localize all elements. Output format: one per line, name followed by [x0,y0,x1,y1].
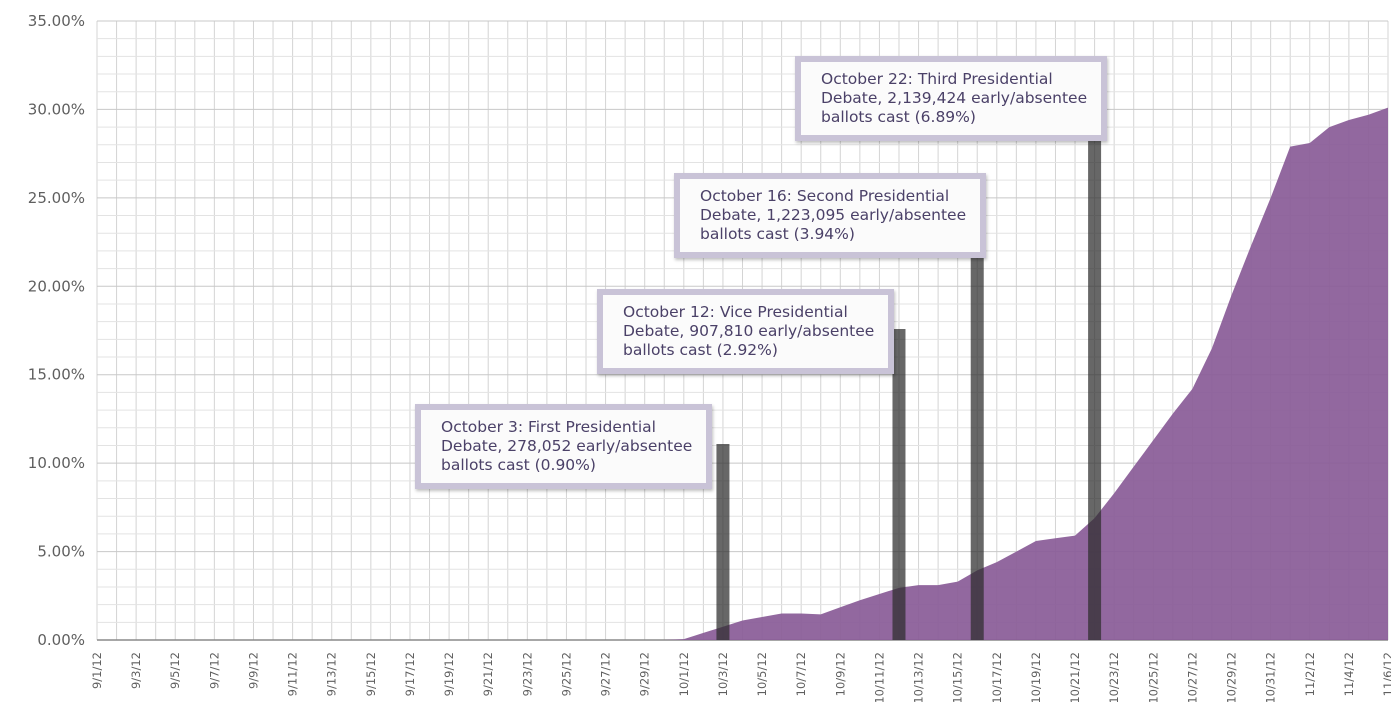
callout-line: ballots cast (2.92%) [623,341,778,359]
x-tick-label: 10/7/12 [794,652,808,696]
callout-line: ballots cast (6.89%) [821,108,976,126]
x-tick-label: 10/9/12 [833,652,847,696]
x-tick-label: 10/25/12 [1146,652,1160,702]
y-tick-label: 10.00% [28,454,85,472]
debate-markers [716,96,1102,640]
y-tick-label: 15.00% [28,366,85,384]
callout-line: October 12: Vice Presidential [623,303,848,321]
x-tick-label: 10/27/12 [1185,652,1199,702]
x-tick-label: 10/1/12 [677,652,691,696]
x-tick-label: 10/21/12 [1068,652,1082,702]
debate-marker-bar [970,213,984,640]
callout-line: October 16: Second Presidential [700,187,950,205]
series-area [97,107,1388,640]
x-tick-label: 11/2/12 [1303,652,1317,696]
x-tick-label: 9/19/12 [442,652,456,696]
y-tick-label: 25.00% [28,189,85,207]
callout-line: October 3: First Presidential [441,418,656,436]
x-tick-label: 10/5/12 [755,652,769,696]
callout-line: ballots cast (3.94%) [700,225,855,243]
callout-line: Debate, 2,139,424 early/absentee [821,89,1088,107]
x-tick-label: 9/7/12 [207,652,221,689]
x-tick-label: 9/1/12 [90,652,104,689]
x-tick-label: 11/6/12 [1381,652,1391,696]
x-tick-label: 9/11/12 [286,652,300,696]
x-tick-label: 10/13/12 [912,652,926,702]
x-tick-label: 9/9/12 [246,652,260,689]
y-axis-ticks: 0.00% 5.00% 10.00% 15.00% 20.00% 25.00% 30.00%… [28,12,85,649]
callout-line: Debate, 278,052 early/absentee [441,437,693,455]
x-tick-label: 9/13/12 [325,652,339,696]
x-tick-label: 10/3/12 [716,652,730,696]
x-tick-label: 10/19/12 [1029,652,1043,702]
y-tick-label: 30.00% [28,100,85,118]
x-tick-label: 9/25/12 [559,652,573,696]
x-tick-label: 9/3/12 [129,652,143,689]
x-tick-label: 10/31/12 [1264,652,1278,702]
callout-first-debate: October 3: First Presidential Debate, 27… [415,404,713,489]
x-tick-label: 10/17/12 [990,652,1004,702]
callout-line: Debate, 1,223,095 early/absentee [700,206,967,224]
debate-marker-bar [892,329,906,640]
x-tick-label: 11/4/12 [1342,652,1356,696]
x-tick-label: 10/15/12 [951,652,965,702]
callout-third-debate: October 22: Third Presidential Debate, 2… [795,56,1108,141]
callout-second-debate: October 16: Second Presidential Debate, … [674,173,987,258]
y-tick-label: 0.00% [37,631,85,649]
x-tick-label: 9/5/12 [168,652,182,689]
callout-line: ballots cast (0.90%) [441,456,596,474]
callout-vp-debate: October 12: Vice Presidential Debate, 90… [597,289,895,374]
x-tick-label: 9/21/12 [481,652,495,696]
series-area-fill [97,107,1388,640]
callout-line: Debate, 907,810 early/absentee [623,322,875,340]
y-tick-label: 20.00% [28,277,85,295]
x-tick-label: 9/27/12 [599,652,613,696]
x-tick-label: 9/15/12 [364,652,378,696]
x-tick-label: 9/23/12 [520,652,534,696]
x-tick-label: 10/11/12 [872,652,886,702]
x-tick-label: 10/29/12 [1225,652,1239,702]
y-tick-label: 5.00% [37,543,85,561]
debate-marker-bar [716,444,730,640]
x-tick-label: 9/17/12 [403,652,417,696]
y-tick-label: 35.00% [28,12,85,30]
callout-line: October 22: Third Presidential [821,70,1053,88]
x-axis-ticks: 9/1/12 9/3/12 9/5/12 9/7/12 9/9/12 9/11/12 9/1… [90,652,1391,702]
x-tick-label: 9/29/12 [638,652,652,696]
debate-marker-bar [1088,96,1102,640]
x-tick-label: 10/23/12 [1107,652,1121,702]
